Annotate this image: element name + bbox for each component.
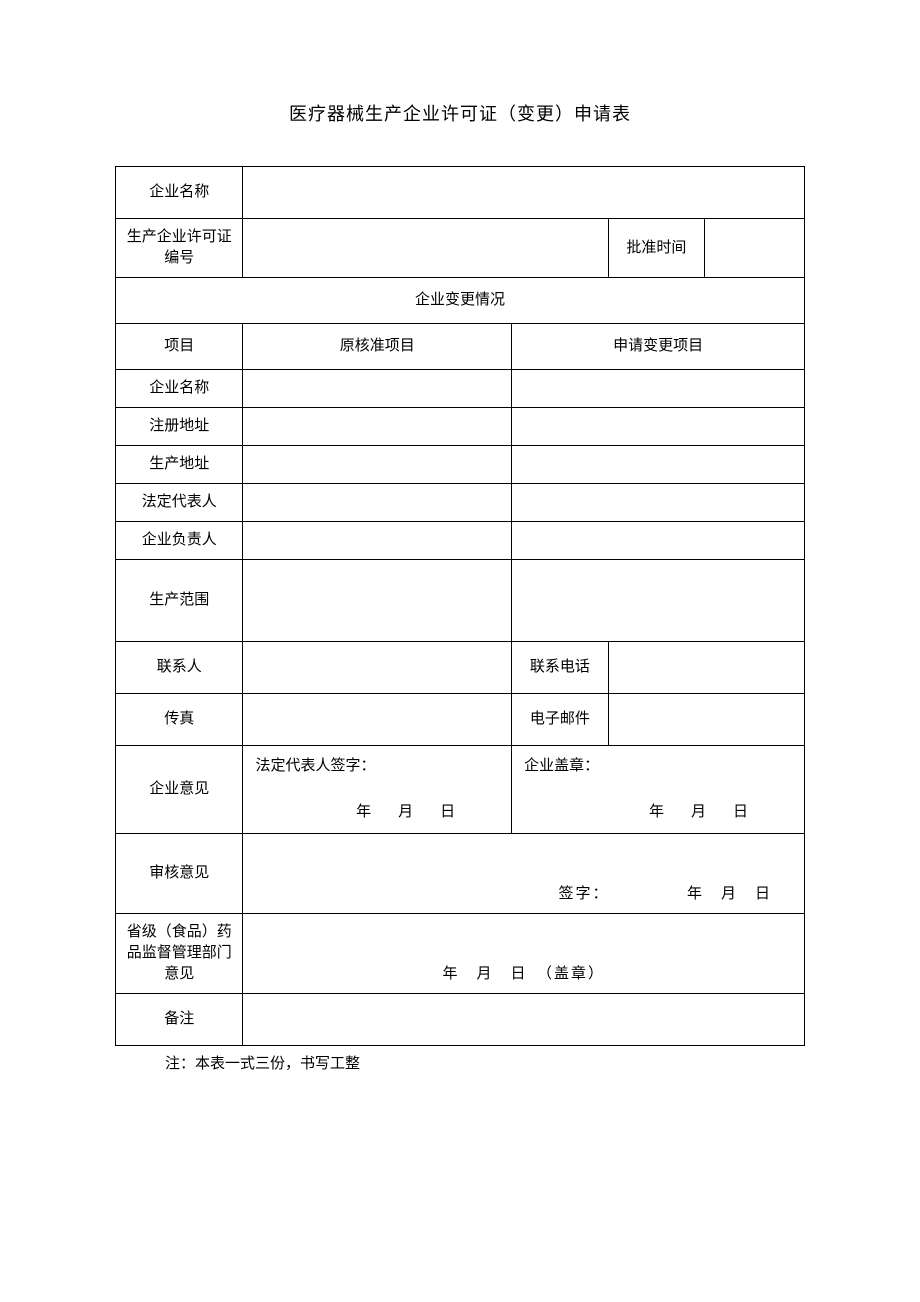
cell-legal-sign: 法定代表人签字： 年 月 日 [243, 746, 512, 834]
orig-prod-addr [243, 446, 512, 484]
label-company-opinion: 企业意见 [116, 746, 243, 834]
date-company-seal: 年 月 日 [649, 802, 754, 823]
orig-scope [243, 560, 512, 642]
page-container: 医疗器械生产企业许可证（变更）申请表 企业名称 生产企业许可证编号 批准时间 企… [0, 0, 920, 1073]
value-license-no [243, 219, 608, 278]
form-title: 医疗器械生产企业许可证（变更）申请表 [115, 100, 805, 126]
new-prod-addr [512, 446, 805, 484]
cell-review: 签字： 年 月 日 [243, 834, 805, 914]
value-company-name [243, 167, 805, 219]
label-approval-time: 批准时间 [608, 219, 704, 278]
cell-dept-opinion: 年 月 日 （盖章） [243, 914, 805, 994]
label-phone: 联系电话 [512, 642, 608, 694]
row-company-name: 企业名称 [116, 370, 243, 408]
value-phone [608, 642, 804, 694]
label-dept-opinion: 省级（食品）药品监督管理部门意见 [116, 914, 243, 994]
label-contact: 联系人 [116, 642, 243, 694]
row-legal-rep: 法定代表人 [116, 484, 243, 522]
orig-legal-rep [243, 484, 512, 522]
form-note: 注：本表一式三份，书写工整 [165, 1052, 805, 1073]
orig-company-name [243, 370, 512, 408]
application-form-table: 企业名称 生产企业许可证编号 批准时间 企业变更情况 项目 原核准项目 申请变更… [115, 166, 805, 1046]
row-scope: 生产范围 [116, 560, 243, 642]
value-approval-time [705, 219, 805, 278]
text-legal-sign: 法定代表人签字： [255, 758, 375, 774]
new-manager [512, 522, 805, 560]
orig-reg-addr [243, 408, 512, 446]
row-prod-addr: 生产地址 [116, 446, 243, 484]
value-email [608, 694, 804, 746]
label-company-name: 企业名称 [116, 167, 243, 219]
row-reg-addr: 注册地址 [116, 408, 243, 446]
section-change-title: 企业变更情况 [116, 278, 805, 324]
col-header-original: 原核准项目 [243, 324, 512, 370]
date-legal-sign: 年 月 日 [356, 802, 461, 823]
col-header-project: 项目 [116, 324, 243, 370]
text-company-seal: 企业盖章： [524, 758, 599, 774]
new-company-name [512, 370, 805, 408]
new-legal-rep [512, 484, 805, 522]
label-license-no: 生产企业许可证编号 [116, 219, 243, 278]
col-header-change: 申请变更项目 [512, 324, 805, 370]
value-fax [243, 694, 512, 746]
row-manager: 企业负责人 [116, 522, 243, 560]
cell-company-seal: 企业盖章： 年 月 日 [512, 746, 805, 834]
new-reg-addr [512, 408, 805, 446]
orig-manager [243, 522, 512, 560]
label-remark: 备注 [116, 994, 243, 1046]
label-email: 电子邮件 [512, 694, 608, 746]
text-dept-line: 年 月 日 （盖章） [255, 964, 792, 985]
value-remark [243, 994, 805, 1046]
new-scope [512, 560, 805, 642]
label-fax: 传真 [116, 694, 243, 746]
label-review: 审核意见 [116, 834, 243, 914]
text-review-line: 签字： 年 月 日 [255, 884, 792, 905]
value-contact [243, 642, 512, 694]
